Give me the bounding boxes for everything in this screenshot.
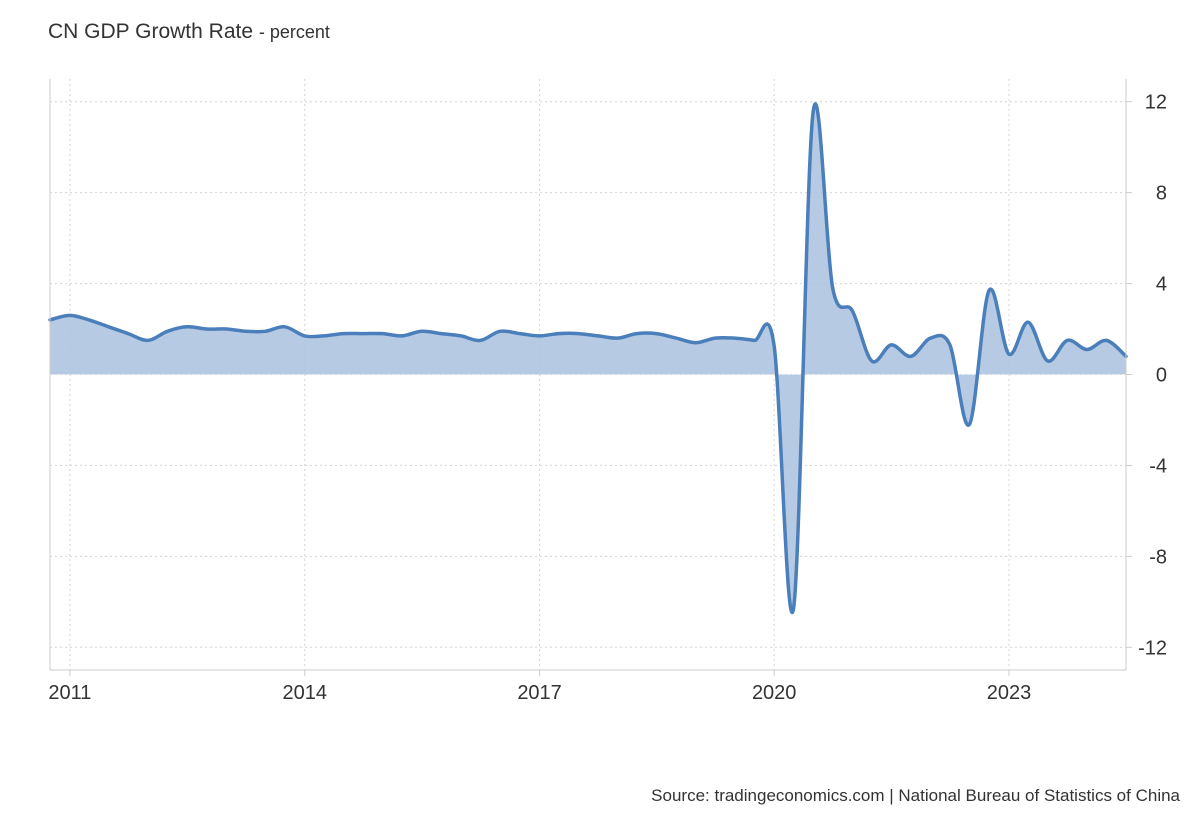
data-point[interactable] xyxy=(908,353,914,359)
y-tick-label: 4 xyxy=(1156,274,1167,296)
data-point[interactable] xyxy=(438,331,444,337)
y-tick-label: -8 xyxy=(1149,546,1167,568)
data-point[interactable] xyxy=(947,342,953,348)
x-tick-label: 2023 xyxy=(987,682,1032,704)
x-tick-label: 2020 xyxy=(752,682,797,704)
data-point[interactable] xyxy=(67,312,73,318)
data-point[interactable] xyxy=(790,606,796,612)
data-point[interactable] xyxy=(1045,358,1051,364)
source-attribution: Source: tradingeconomics.com | National … xyxy=(651,786,1180,805)
data-point[interactable] xyxy=(380,331,386,337)
data-point[interactable] xyxy=(595,333,601,339)
data-point[interactable] xyxy=(634,331,640,337)
y-tick-label: -12 xyxy=(1138,637,1167,659)
series-area-fill xyxy=(50,103,1126,613)
data-point[interactable] xyxy=(497,328,503,334)
data-point[interactable] xyxy=(321,333,327,339)
data-point[interactable] xyxy=(751,337,757,343)
data-point[interactable] xyxy=(399,333,405,339)
data-point[interactable] xyxy=(458,333,464,339)
data-point[interactable] xyxy=(1104,337,1110,343)
data-point[interactable] xyxy=(869,358,875,364)
data-point[interactable] xyxy=(419,328,425,334)
chart-title-text: CN GDP Growth Rate xyxy=(48,20,254,43)
chart-unit-label: - percent xyxy=(258,22,330,42)
data-point[interactable] xyxy=(575,331,581,337)
y-tick-label: -4 xyxy=(1149,455,1167,477)
data-point[interactable] xyxy=(928,335,934,341)
data-point[interactable] xyxy=(125,331,131,337)
data-point[interactable] xyxy=(262,328,268,334)
data-point[interactable] xyxy=(556,331,562,337)
data-point[interactable] xyxy=(1025,319,1031,325)
data-point[interactable] xyxy=(1064,337,1070,343)
y-tick-label: 0 xyxy=(1156,365,1167,387)
data-point[interactable] xyxy=(282,324,288,330)
chart-title: CN GDP Growth Rate - percent xyxy=(48,20,330,44)
data-point[interactable] xyxy=(966,422,972,428)
data-point[interactable] xyxy=(849,308,855,314)
data-point[interactable] xyxy=(360,331,366,337)
data-point[interactable] xyxy=(1084,346,1090,352)
x-tick-label: 2017 xyxy=(517,682,562,704)
tick-label-layer: 12 8 4 0 -4 -8 -12 2011 2014 2017 2020 2023 xyxy=(48,92,1167,704)
x-tick-label: 2014 xyxy=(283,682,328,704)
y-tick-label: 12 xyxy=(1145,92,1167,114)
data-point[interactable] xyxy=(477,337,483,343)
data-point[interactable] xyxy=(673,335,679,341)
data-point[interactable] xyxy=(810,110,816,116)
data-point[interactable] xyxy=(1006,351,1012,357)
data-point[interactable] xyxy=(517,331,523,337)
data-point[interactable] xyxy=(223,326,229,332)
data-point[interactable] xyxy=(888,342,894,348)
data-point[interactable] xyxy=(164,328,170,334)
y-tick-label: 8 xyxy=(1156,183,1167,205)
data-point[interactable] xyxy=(732,335,738,341)
x-tick-label: 2011 xyxy=(48,682,91,704)
data-point[interactable] xyxy=(693,340,699,346)
data-point[interactable] xyxy=(771,342,777,348)
data-point[interactable] xyxy=(653,331,659,337)
data-point[interactable] xyxy=(536,333,542,339)
data-point[interactable] xyxy=(340,331,346,337)
data-point[interactable] xyxy=(243,328,249,334)
data-point[interactable] xyxy=(615,335,621,341)
data-point[interactable] xyxy=(204,326,210,332)
data-point[interactable] xyxy=(105,324,111,330)
data-point[interactable] xyxy=(712,335,718,341)
data-point[interactable] xyxy=(986,287,992,293)
data-point[interactable] xyxy=(86,317,92,323)
data-point[interactable] xyxy=(145,337,151,343)
data-point[interactable] xyxy=(184,324,190,330)
data-point[interactable] xyxy=(830,285,836,291)
series-line xyxy=(48,102,1128,615)
area-layer xyxy=(48,102,1128,615)
axis-layer xyxy=(49,79,1132,676)
data-point[interactable] xyxy=(302,333,308,339)
